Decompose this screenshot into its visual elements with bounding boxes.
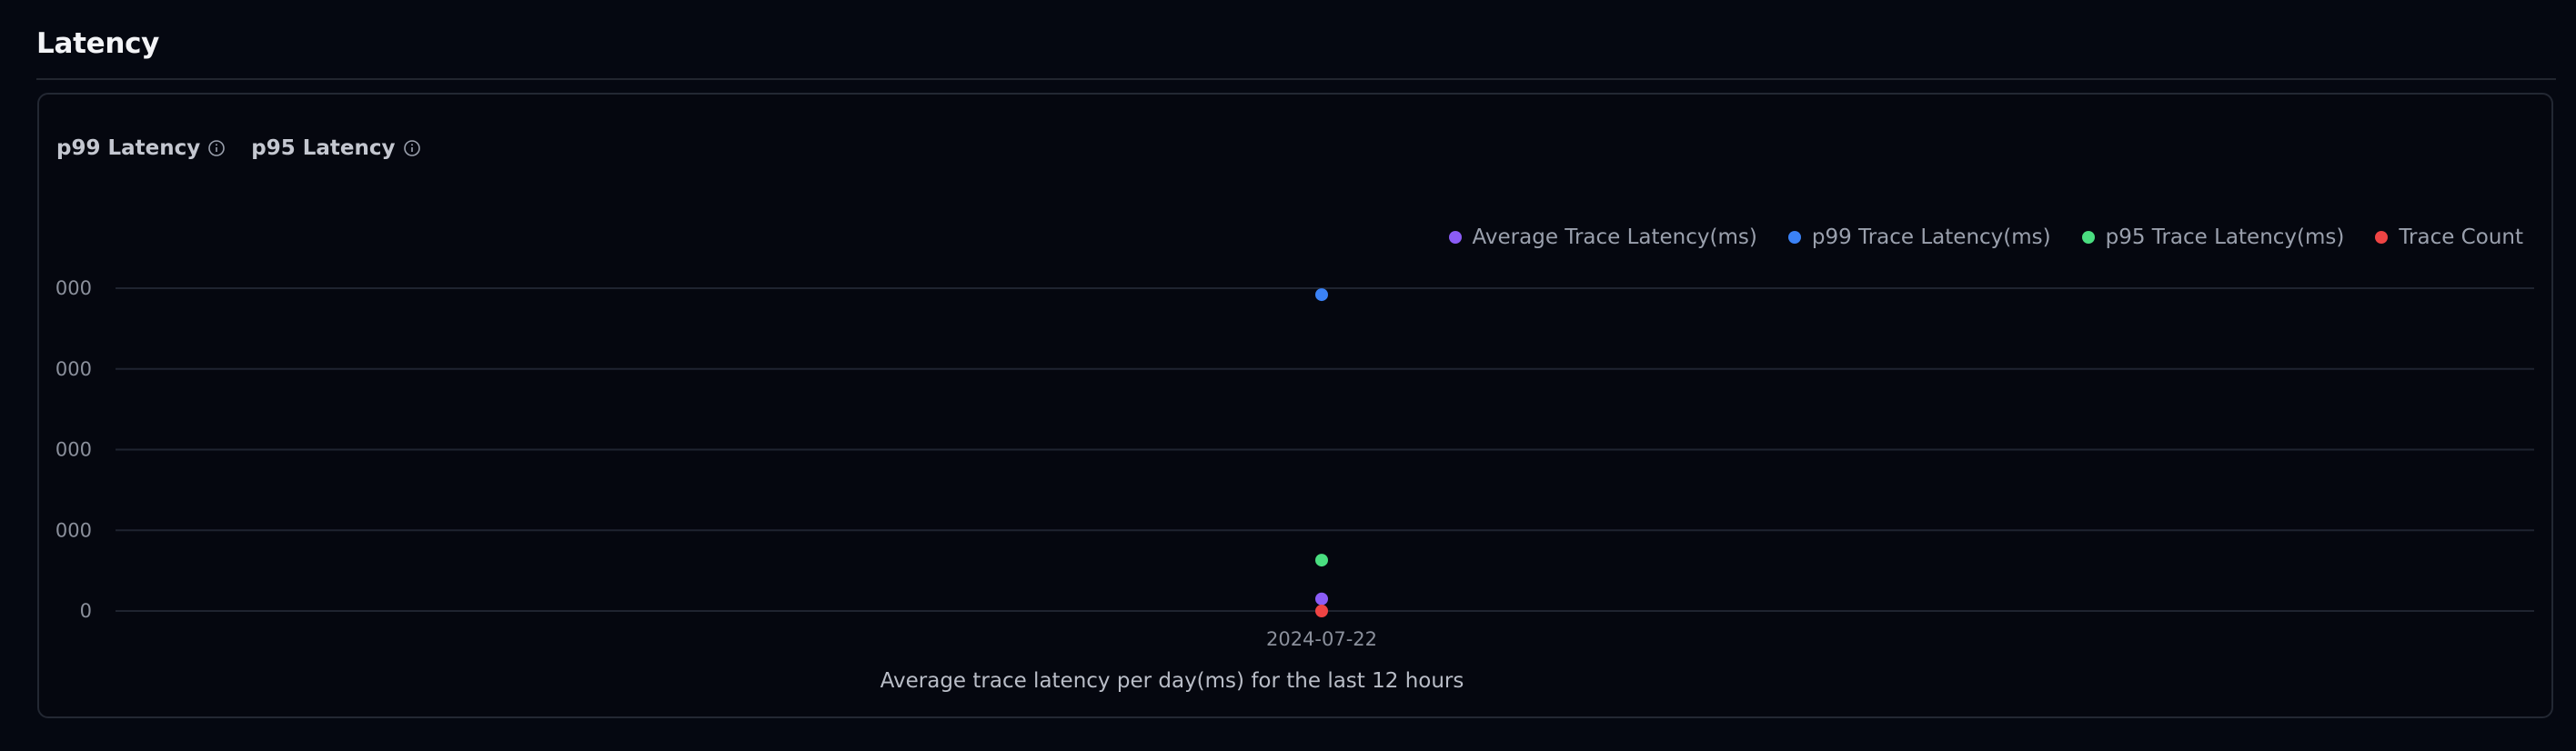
section-title: Latency [36,27,160,60]
chart-title: Average trace latency per day(ms) for th… [880,669,1464,693]
latency-card [37,93,2553,718]
y-tick-label: 000 [55,358,92,380]
y-tick-label: 0 [80,600,92,622]
legend-dot [1448,231,1462,244]
legend-item-average-trace-latency[interactable]: Average Trace Latency(ms) [1448,225,1757,249]
legend-label: Trace Count [2399,225,2523,249]
latency-tabs: p99 Latency p95 Latency [56,136,447,160]
legend-item-p99-trace-latency[interactable]: p99 Trace Latency(ms) [1787,225,2051,249]
data-point[interactable] [1315,288,1328,302]
data-point[interactable] [1315,592,1328,606]
tab-p95-latency[interactable]: p95 Latency [251,136,420,160]
chart-legend: Average Trace Latency(ms) p99 Trace Late… [1418,225,2523,249]
legend-item-p95-trace-latency[interactable]: p95 Trace Latency(ms) [2081,225,2345,249]
tab-p99-latency[interactable]: p99 Latency [56,136,226,160]
y-tick-label: 000 [55,519,92,541]
legend-label: p99 Trace Latency(ms) [1811,225,2051,249]
data-point[interactable] [1315,554,1328,567]
legend-item-trace-count[interactable]: Trace Count [2375,225,2523,249]
legend-dot [2375,231,2389,244]
legend-dot [2081,231,2095,244]
y-tick-label: 000 [55,277,92,299]
section-divider [36,78,2556,80]
tab-label: p99 Latency [56,136,201,160]
data-point[interactable] [1315,605,1328,617]
legend-label: Average Trace Latency(ms) [1472,225,1757,249]
x-tick-label: 2024-07-22 [1266,628,1377,650]
info-icon[interactable] [403,139,421,157]
info-icon[interactable] [207,139,226,157]
legend-label: p95 Trace Latency(ms) [2105,225,2345,249]
legend-dot [1787,231,1801,244]
y-tick-label: 000 [55,439,92,461]
tab-label: p95 Latency [251,136,396,160]
chart-caption: Average trace latency per day(ms) for th… [0,669,2576,693]
